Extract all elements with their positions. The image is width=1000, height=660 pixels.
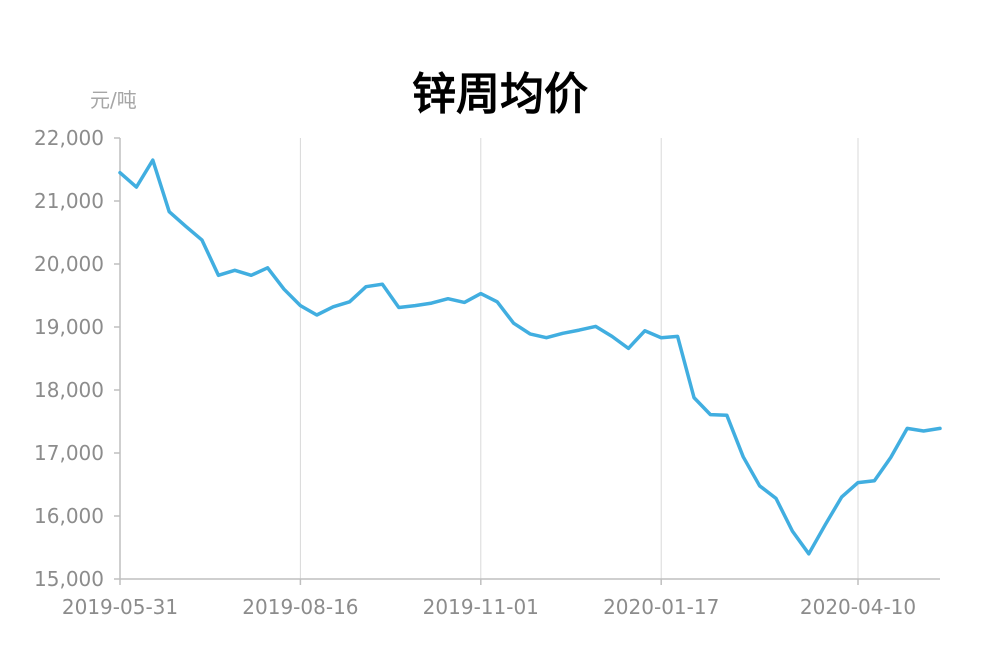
- data-point: [414, 304, 417, 307]
- data-point: [529, 332, 532, 335]
- data-point: [397, 306, 400, 309]
- data-point: [824, 523, 827, 526]
- data-point: [791, 530, 794, 533]
- y-tick-label: 16,000: [34, 504, 104, 528]
- x-tick-label: 2019-08-16: [242, 595, 358, 619]
- y-axis-unit-label: 元/吨: [90, 88, 137, 112]
- y-tick-label: 21,000: [34, 189, 104, 213]
- data-point: [807, 552, 810, 555]
- y-tick-label: 15,000: [34, 567, 104, 591]
- data-point: [381, 283, 384, 286]
- data-point: [906, 427, 909, 430]
- data-point: [611, 335, 614, 338]
- data-point: [709, 413, 712, 416]
- data-point: [594, 325, 597, 328]
- data-point: [627, 347, 630, 350]
- data-point: [135, 186, 138, 189]
- data-point: [857, 481, 860, 484]
- y-tick-label: 18,000: [34, 378, 104, 402]
- y-tick-label: 19,000: [34, 315, 104, 339]
- data-point: [168, 210, 171, 213]
- x-tick-label: 2019-11-01: [423, 595, 539, 619]
- data-point: [348, 300, 351, 303]
- data-point: [315, 314, 318, 317]
- chart-title: 锌周均价: [412, 69, 588, 120]
- data-point: [119, 171, 122, 174]
- data-point: [512, 322, 515, 325]
- data-point: [365, 285, 368, 288]
- y-tick-label: 22,000: [34, 126, 104, 150]
- data-point: [430, 302, 433, 305]
- data-point: [184, 225, 187, 228]
- data-point: [496, 300, 499, 303]
- data-point: [742, 455, 745, 458]
- data-point: [775, 497, 778, 500]
- data-point: [758, 484, 761, 487]
- y-tick-label: 17,000: [34, 441, 104, 465]
- data-point: [725, 414, 728, 417]
- data-point: [447, 297, 450, 300]
- data-point: [578, 329, 581, 332]
- data-point: [643, 329, 646, 332]
- data-point: [250, 274, 253, 277]
- data-point: [561, 332, 564, 335]
- data-point: [463, 301, 466, 304]
- data-point: [217, 274, 220, 277]
- data-point: [299, 304, 302, 307]
- data-point: [201, 239, 204, 242]
- x-tick-label: 2019-05-31: [62, 595, 178, 619]
- data-point: [332, 305, 335, 308]
- data-point: [676, 335, 679, 338]
- data-point: [939, 427, 942, 430]
- x-tick-label: 2020-04-10: [800, 595, 916, 619]
- series-line-zinc-price: [118, 158, 942, 556]
- data-point: [233, 269, 236, 272]
- data-point: [479, 292, 482, 295]
- data-point: [266, 266, 269, 269]
- data-point: [151, 159, 154, 162]
- data-point: [922, 429, 925, 432]
- data-point: [660, 336, 663, 339]
- data-point: [545, 336, 548, 339]
- data-point: [840, 496, 843, 499]
- data-point: [693, 396, 696, 399]
- data-point: [889, 456, 892, 459]
- data-point: [283, 288, 286, 291]
- x-tick-label: 2020-01-17: [603, 595, 719, 619]
- data-point: [873, 479, 876, 482]
- y-tick-label: 20,000: [34, 252, 104, 276]
